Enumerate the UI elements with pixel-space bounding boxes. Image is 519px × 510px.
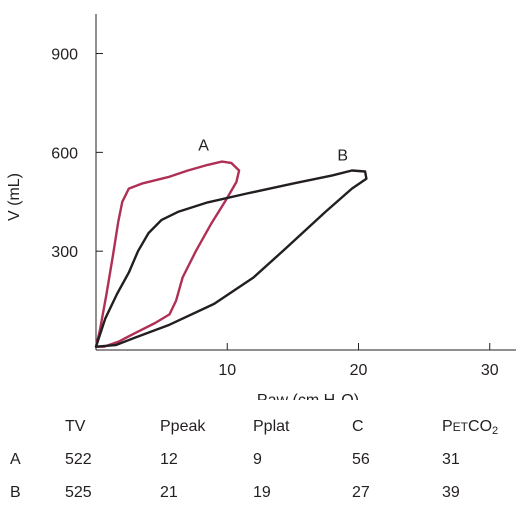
row-b-label: B xyxy=(10,484,21,501)
curve-label-b: B xyxy=(337,148,348,165)
curve-labels: AB xyxy=(198,138,348,165)
series-loop-a xyxy=(94,160,241,348)
axes: 10 20 30 300 600 900 xyxy=(51,14,516,379)
row-a-petco2: 31 xyxy=(442,451,460,468)
curve-label-a: A xyxy=(198,138,209,155)
series-loop-b xyxy=(94,169,368,348)
y-tick-label: 600 xyxy=(51,145,78,162)
table-header-tv: TV xyxy=(65,418,86,435)
table-header-ppeak: Ppeak xyxy=(160,418,206,435)
row-b-petco2: 39 xyxy=(442,484,460,501)
x-axis-label: Paw (cm H2O) xyxy=(257,392,359,400)
table-header-c: C xyxy=(352,418,364,435)
row-b-ppeak: 21 xyxy=(160,484,178,501)
x-tick-label: 20 xyxy=(350,362,368,379)
row-a-label: A xyxy=(10,451,21,468)
curves xyxy=(94,160,368,348)
table-header-petco2: PETCO2 xyxy=(442,418,499,437)
table-header-pplat: Pplat xyxy=(253,418,290,435)
row-b-tv: 525 xyxy=(65,484,92,501)
row-b-pplat: 19 xyxy=(253,484,271,501)
row-a-c: 56 xyxy=(352,451,370,468)
x-tick-label: 30 xyxy=(481,362,499,379)
y-tick-label: 300 xyxy=(51,244,78,261)
ventilation-table: TV Ppeak Pplat C PETCO2 A 522 12 9 56 31… xyxy=(0,418,519,510)
row-a-ppeak: 12 xyxy=(160,451,178,468)
y-tick-label: 900 xyxy=(51,47,78,64)
row-a-tv: 522 xyxy=(65,451,92,468)
row-b-c: 27 xyxy=(352,484,370,501)
row-a-pplat: 9 xyxy=(253,451,262,468)
x-tick-label: 10 xyxy=(218,362,236,379)
y-axis-label: V (mL) xyxy=(6,173,23,221)
